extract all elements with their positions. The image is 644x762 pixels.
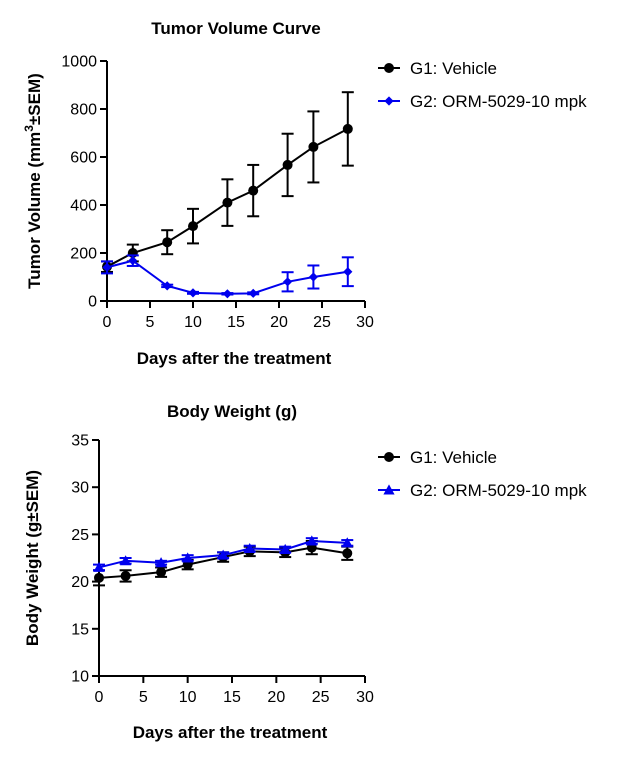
data-point bbox=[282, 159, 293, 170]
x-tick-label: 5 bbox=[139, 689, 148, 706]
x-tick-label: 25 bbox=[313, 314, 331, 331]
chart-title: Tumor Volume Curve bbox=[151, 19, 320, 38]
x-tick-label: 20 bbox=[267, 689, 285, 706]
y-axis-label: Tumor Volume (mm3±SEM) bbox=[22, 73, 44, 289]
legend-marker bbox=[384, 452, 394, 462]
legend-label: G1: Vehicle bbox=[410, 448, 497, 467]
data-point bbox=[156, 567, 167, 578]
legend-marker bbox=[384, 63, 394, 73]
x-tick-label: 15 bbox=[227, 314, 245, 331]
chart-title: Body Weight (g) bbox=[167, 402, 297, 421]
series-2 bbox=[93, 535, 354, 572]
y-tick-label: 10 bbox=[71, 669, 89, 686]
series-1 bbox=[101, 91, 354, 273]
y-tick-label: 20 bbox=[71, 574, 89, 591]
data-point bbox=[120, 555, 132, 566]
data-point bbox=[248, 288, 258, 298]
data-point bbox=[222, 289, 232, 299]
legend-label: G2: ORM-5029-10 mpk bbox=[410, 481, 587, 500]
data-point bbox=[162, 281, 172, 291]
y-axis-label-main: Tumor Volume (mm bbox=[25, 132, 44, 289]
data-point bbox=[128, 256, 138, 266]
x-axis-label: Days after the treatment bbox=[133, 723, 328, 742]
data-point bbox=[162, 237, 173, 248]
data-point bbox=[94, 572, 104, 583]
legend: G1: Vehicle G2: ORM-5029-10 mpk bbox=[378, 59, 587, 111]
data-point bbox=[341, 537, 353, 548]
y-tick-label: 35 bbox=[71, 433, 89, 450]
data-point bbox=[188, 288, 198, 298]
body-weight-chart: Body Weight (g) 10 15 20 25 30 35 0 5 10 15 20 25 30 D… bbox=[23, 402, 587, 742]
x-tick-label: 0 bbox=[95, 689, 104, 706]
data-point bbox=[308, 141, 319, 152]
data-point bbox=[283, 277, 293, 287]
data-point bbox=[102, 262, 112, 272]
y-axis-label-superscript: 3 bbox=[22, 125, 36, 132]
legend-marker bbox=[383, 484, 395, 495]
y-tick-label: 800 bbox=[70, 102, 97, 119]
series-1 bbox=[93, 540, 354, 587]
legend: G1: Vehicle G2: ORM-5029-10 mpk bbox=[378, 448, 587, 500]
data-point bbox=[93, 561, 105, 572]
x-tick-label: 5 bbox=[146, 314, 155, 331]
data-point bbox=[222, 197, 233, 208]
legend-label: G2: ORM-5029-10 mpk bbox=[410, 92, 587, 111]
x-tick-label: 20 bbox=[270, 314, 288, 331]
data-point bbox=[155, 557, 167, 568]
x-tick-label: 30 bbox=[356, 689, 374, 706]
data-point bbox=[343, 267, 353, 277]
data-point bbox=[306, 535, 318, 546]
x-tick-label: 0 bbox=[103, 314, 112, 331]
y-tick-label: 0 bbox=[88, 294, 97, 311]
legend-marker bbox=[384, 96, 394, 106]
x-axis-label: Days after the treatment bbox=[137, 349, 332, 368]
y-axis-label-main: Body Weight (g±SEM) bbox=[23, 470, 42, 646]
y-axis-label: Body Weight (g±SEM) bbox=[23, 470, 42, 646]
data-point bbox=[248, 185, 259, 196]
y-axis-label-tail: ±SEM) bbox=[25, 73, 44, 125]
data-point bbox=[342, 548, 353, 559]
tumor-volume-chart: Tumor Volume Curve 0 200 400 600 800 1000 0 5 10 1… bbox=[22, 19, 587, 368]
x-tick-label: 25 bbox=[312, 689, 330, 706]
x-tick-label: 15 bbox=[223, 689, 241, 706]
data-point bbox=[308, 272, 318, 282]
y-tick-label: 15 bbox=[71, 621, 89, 638]
x-tick-label: 10 bbox=[179, 689, 197, 706]
data-point bbox=[188, 221, 198, 232]
data-point bbox=[120, 570, 131, 581]
series-2 bbox=[101, 254, 354, 299]
x-tick-label: 30 bbox=[356, 314, 374, 331]
data-point bbox=[342, 123, 353, 134]
data-point bbox=[279, 543, 291, 554]
y-tick-label: 1000 bbox=[61, 54, 97, 71]
y-tick-label: 30 bbox=[71, 480, 89, 497]
data-point bbox=[182, 552, 194, 563]
y-tick-label: 200 bbox=[70, 246, 97, 263]
legend-label: G1: Vehicle bbox=[410, 59, 497, 78]
y-tick-label: 400 bbox=[70, 198, 97, 215]
x-tick-label: 10 bbox=[184, 314, 202, 331]
data-point bbox=[244, 542, 256, 554]
y-tick-label: 600 bbox=[70, 150, 97, 167]
data-point bbox=[217, 549, 229, 560]
y-tick-label: 25 bbox=[71, 527, 89, 544]
